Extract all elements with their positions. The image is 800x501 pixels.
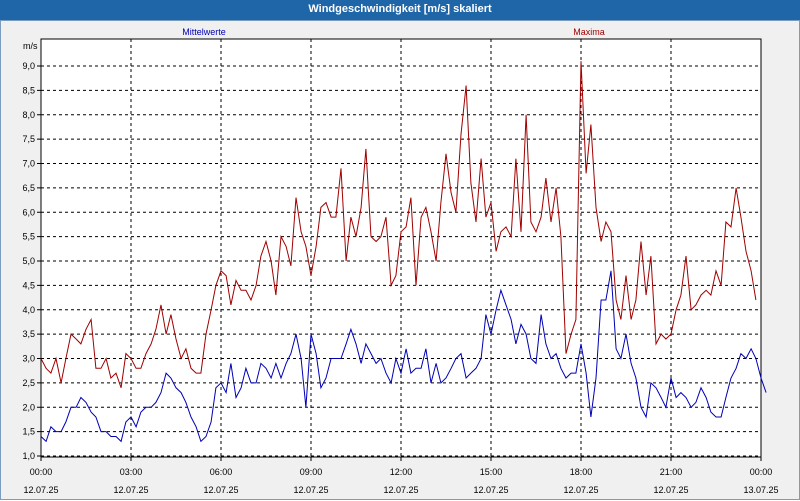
x-tick-time: 00:00	[750, 467, 773, 477]
x-tick-date: 12.07.25	[653, 485, 688, 495]
y-tick-label: 7,5	[22, 134, 35, 144]
x-tick-date: 12.07.25	[113, 485, 148, 495]
x-tick-time: 12:00	[390, 467, 413, 477]
x-tick-date: 12.07.25	[293, 485, 328, 495]
y-tick-label: 1,0	[22, 451, 35, 461]
x-tick-date: 12.07.25	[23, 485, 58, 495]
y-tick-label: 2,0	[22, 402, 35, 412]
y-tick-label: 1,5	[22, 427, 35, 437]
y-axis-ticks: 1,0 1,5 2,0 2,5 3,0 3,5 4,0 4,5 5,0 5,5 6,0 6,5 7,0 7…	[22, 61, 41, 461]
y-tick-label: 2,5	[22, 378, 35, 388]
y-tick-label: 7,0	[22, 159, 35, 169]
series-line-maxima	[40, 61, 757, 388]
grid-lines	[41, 39, 761, 457]
y-tick-label: 4,5	[22, 280, 35, 290]
x-tick-time: 15:00	[480, 467, 503, 477]
x-tick-date: 13.07.25	[743, 485, 778, 495]
y-tick-label: 6,5	[22, 183, 35, 193]
y-tick-label: 3,5	[22, 329, 35, 339]
x-axis-ticks: 00:00 12.07.25 03:00 12.07.25 06:00 12.07.25 0…	[23, 457, 779, 495]
x-tick-time: 18:00	[570, 467, 593, 477]
x-tick-date: 12.07.25	[383, 485, 418, 495]
series-line-mittelwerte	[40, 270, 767, 443]
y-tick-label: 8,5	[22, 85, 35, 95]
legend-mittelwerte: Mittelwerte	[182, 27, 226, 37]
x-tick-date: 12.07.25	[563, 485, 598, 495]
x-tick-date: 12.07.25	[473, 485, 508, 495]
x-tick-time: 21:00	[660, 467, 683, 477]
x-tick-time: 06:00	[210, 467, 233, 477]
y-axis-label: m/s	[23, 41, 38, 51]
x-tick-time: 03:00	[120, 467, 143, 477]
y-tick-label: 4,0	[22, 305, 35, 315]
y-tick-label: 9,0	[22, 61, 35, 71]
y-tick-label: 5,0	[22, 256, 35, 266]
wind-speed-chart: 1,0 1,5 2,0 2,5 3,0 3,5 4,0 4,5 5,0 5,5 6,0 6,5 7,0 7…	[22, 27, 779, 495]
legend-maxima: Maxima	[573, 27, 605, 37]
y-tick-label: 3,0	[22, 354, 35, 364]
x-tick-time: 09:00	[300, 467, 323, 477]
y-tick-label: 5,5	[22, 232, 35, 242]
chart-area: 1,0 1,5 2,0 2,5 3,0 3,5 4,0 4,5 5,0 5,5 6,0 6,5 7,0 7…	[0, 20, 800, 500]
y-tick-label: 8,0	[22, 110, 35, 120]
y-tick-label: 6,0	[22, 207, 35, 217]
chart-title: Windgeschwindigkeit [m/s] skaliert	[308, 3, 492, 15]
series-lines	[40, 61, 767, 443]
x-tick-date: 12.07.25	[203, 485, 238, 495]
chart-title-bar: Windgeschwindigkeit [m/s] skaliert	[0, 0, 800, 20]
x-tick-time: 00:00	[30, 467, 53, 477]
